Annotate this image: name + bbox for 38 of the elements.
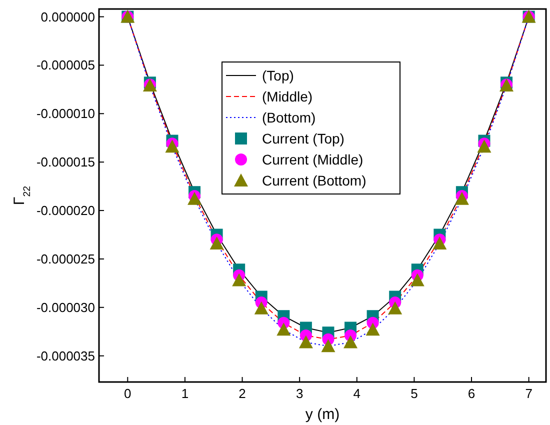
point xyxy=(366,322,380,336)
legend-label: (Middle) xyxy=(262,88,313,104)
legend-label: (Bottom) xyxy=(262,109,316,126)
y-tick-label: -0.000025 xyxy=(36,252,95,267)
legend-label: Current (Bottom) xyxy=(262,172,366,188)
y-tick-label: -0.000005 xyxy=(36,58,95,73)
y-tick-label: -0.000035 xyxy=(36,348,95,364)
x-tick-label: 6 xyxy=(468,386,476,401)
x-tick-label: 7 xyxy=(525,386,532,401)
x-tick-label: 1 xyxy=(181,386,189,401)
point xyxy=(344,335,358,348)
point xyxy=(210,236,224,250)
point xyxy=(232,273,246,286)
point xyxy=(410,273,424,286)
y-tick-label: -0.000030 xyxy=(36,300,95,315)
x-tick-label: 0 xyxy=(124,386,132,401)
point xyxy=(188,192,202,205)
point xyxy=(254,301,268,314)
x-tick-label: 2 xyxy=(238,386,246,401)
point xyxy=(454,192,469,205)
legend-label: Current (Top) xyxy=(262,130,344,146)
y-tick-label: -0.000015 xyxy=(36,154,95,170)
x-tick-label: 3 xyxy=(296,386,304,401)
point xyxy=(165,140,180,153)
y-tick-label: 0.000000 xyxy=(40,9,95,24)
point xyxy=(276,322,291,336)
point xyxy=(298,335,313,348)
point xyxy=(321,339,336,352)
point xyxy=(432,236,447,250)
x-axis-title: y (m) xyxy=(305,406,340,423)
point xyxy=(388,301,402,314)
legend-label: (Top) xyxy=(262,67,294,84)
x-tick-label: 4 xyxy=(353,386,360,401)
x-tick-label: 5 xyxy=(410,386,418,401)
point xyxy=(477,140,492,153)
legend-label: Current (Middle) xyxy=(262,151,364,168)
y-tick-label: -0.000020 xyxy=(36,203,95,218)
y-tick-label: -0.000010 xyxy=(36,106,95,122)
